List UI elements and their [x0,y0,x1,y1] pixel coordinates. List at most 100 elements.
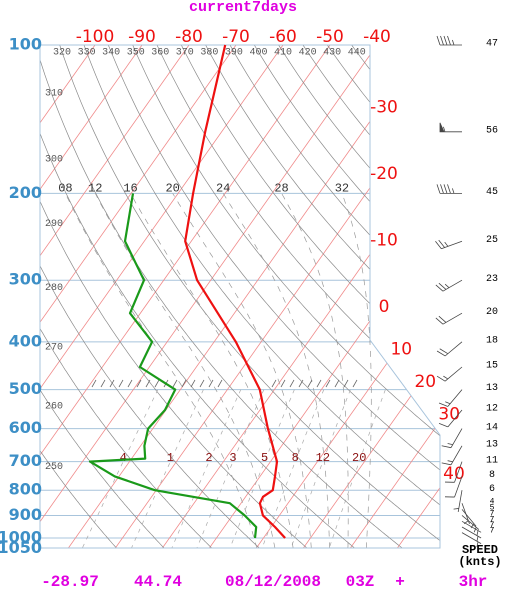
hatch [127,379,133,388]
moist-adiabat [65,193,258,548]
isotherm-label: -40 [363,27,391,47]
pressure-label: 400 [9,331,42,350]
wind-barb [436,184,462,194]
isotherm-label: -100 [76,27,115,47]
wind-speed-label: 56 [486,125,498,136]
moist-adiabat-label: 24 [216,182,230,196]
isotherm [40,45,331,548]
dry-adiabat-label: 310 [45,88,63,99]
dry-adiabat [180,45,440,548]
hatch [343,379,349,388]
moist-adiabat-label: 12 [88,182,102,196]
dry-adiabat-label: 380 [200,48,218,59]
wind-barb [436,341,463,357]
pressure-label: 700 [9,451,42,470]
wind-speed-label: 7 [490,515,495,524]
footer-lat: -28.97 [41,573,99,591]
hatch [289,379,295,388]
mixing-ratio-label: 3 [229,451,236,465]
isotherm-label: -20 [370,164,398,184]
moist-adiabat-label: 32 [335,182,349,196]
dry-adiabat-label: 420 [299,48,317,59]
mixing-ratio-label: 20 [352,451,366,465]
isotherm [40,45,284,548]
wind-speed-label: 18 [486,335,498,346]
hatch [352,379,358,388]
isotherm-label: -70 [222,27,250,47]
pressure-label: 500 [9,379,42,398]
hatch [100,379,106,388]
dry-adiabat-label: 360 [151,48,169,59]
wind-speed-label: 7 [490,510,495,519]
wind-barb [461,526,482,542]
mixing-ratio-label: 5 [261,451,268,465]
wind-barb [461,515,480,533]
isotherm-label: -10 [370,231,398,251]
isotherm [40,45,237,548]
wind-speed-label: 7 [490,527,495,536]
dry-adiabat [83,45,440,548]
dewpoint-line [88,193,258,539]
wind-speed-label: 47 [486,39,498,50]
wind-label: SPEED [462,543,498,557]
pressure-label: 200 [9,183,42,202]
mixing-ratio-line [229,389,295,548]
wind-barb [461,509,477,529]
wind-barb [436,35,462,46]
dry-adiabat [40,45,308,548]
isotherm [349,45,440,548]
mixing-ratio-line [290,389,351,548]
mixing-ratio-line [81,389,159,548]
wind-speed-label: 25 [486,235,498,246]
dry-adiabat [132,45,440,548]
wind-barb [461,520,482,536]
wind-unit: (knts) [458,555,501,569]
temperature-line [184,44,286,539]
dry-adiabat-label: 300 [45,154,63,165]
isotherm-label: -50 [316,27,344,47]
isotherm [40,45,190,548]
dry-adiabat-label: 330 [78,48,96,59]
pressure-label: 900 [9,505,42,524]
hatch [145,379,151,388]
dry-adiabat [40,45,261,548]
mixing-ratio-label: 2 [205,451,212,465]
isotherm [40,45,143,548]
dry-adiabat [205,45,440,548]
wind-barb [439,122,462,133]
pressure-label: 100 [9,35,42,54]
wind-speed-label: 13 [486,439,498,450]
wind-speed-label: 45 [486,187,498,198]
hatch [172,379,178,388]
hatch [190,379,196,388]
wind-barb [435,239,463,250]
isotherm-label: 10 [390,340,412,360]
pressure-label: 800 [9,480,42,499]
isotherm-label: -30 [370,98,398,118]
wind-speed-label: 6 [489,484,495,495]
dry-adiabat-label: 350 [127,48,145,59]
hatch [136,379,142,388]
hatch [199,379,205,388]
mixing-ratio-line [130,389,204,548]
dry-adiabat [40,45,213,548]
dry-adiabat [107,45,440,548]
isotherm [302,45,440,548]
wind-barb [461,532,482,548]
dry-adiabat-label: 260 [45,402,63,413]
wind-speed-label: 7 [490,521,495,530]
dry-adiabat-label: 370 [176,48,194,59]
dry-adiabat [40,45,118,548]
hatch [118,379,124,388]
wind-speed-label: 20 [486,307,498,318]
chart-title: current7days [189,0,297,16]
isotherm [161,45,440,548]
dry-adiabat-label: 290 [45,219,63,230]
dry-adiabat [59,45,440,548]
moist-adiabat [222,193,330,548]
pressure-label: 1000 [0,528,42,547]
dry-adiabat-label: 440 [348,48,366,59]
hatch [181,379,187,388]
hatch [271,379,277,388]
moist-adiabat [281,193,349,548]
